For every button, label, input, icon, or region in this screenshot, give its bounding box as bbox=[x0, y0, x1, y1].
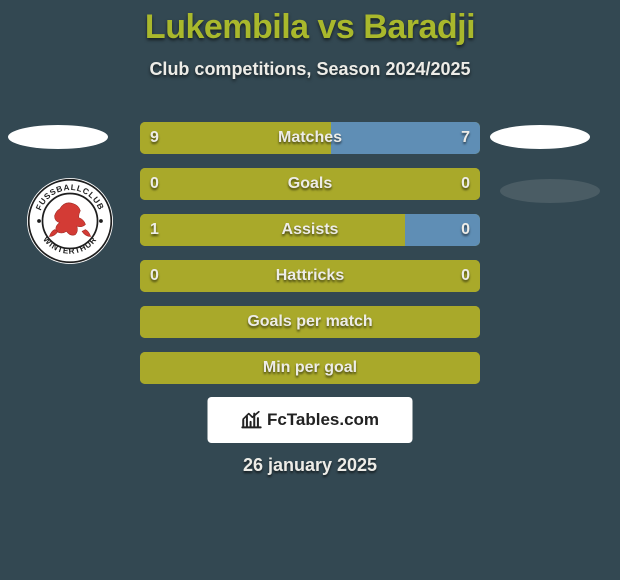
stat-row: 00Hattricks bbox=[140, 260, 480, 292]
stat-row: 10Assists bbox=[140, 214, 480, 246]
stat-row: 00Goals bbox=[140, 168, 480, 200]
stat-row: 97Matches bbox=[140, 122, 480, 154]
stat-label: Assists bbox=[140, 214, 480, 246]
comparison-subtitle: Club competitions, Season 2024/2025 bbox=[0, 59, 620, 80]
flag-ellipse bbox=[490, 125, 590, 149]
stats-area: 97Matches 00Goals 10Assists 00Hattricks Goal… bbox=[140, 122, 480, 398]
comparison-title: Lukembila vs Baradji bbox=[0, 8, 620, 47]
brand-fctables: FcTables.com bbox=[208, 397, 413, 443]
stat-label: Hattricks bbox=[140, 260, 480, 292]
stat-label: Min per goal bbox=[140, 352, 480, 384]
flag-ellipse bbox=[8, 125, 108, 149]
stat-label: Goals per match bbox=[140, 306, 480, 338]
stat-label: Goals bbox=[140, 168, 480, 200]
stat-row: Min per goal bbox=[140, 352, 480, 384]
bars-icon bbox=[241, 409, 263, 431]
footer-date: 26 january 2025 bbox=[0, 455, 620, 476]
stat-row: Goals per match bbox=[140, 306, 480, 338]
flag-ellipse bbox=[500, 179, 600, 203]
club-logo-winterthur: FUSSBALLCLUB WINTERTHUR bbox=[27, 178, 113, 264]
stat-label: Matches bbox=[140, 122, 480, 154]
brand-text: FcTables.com bbox=[267, 410, 379, 430]
